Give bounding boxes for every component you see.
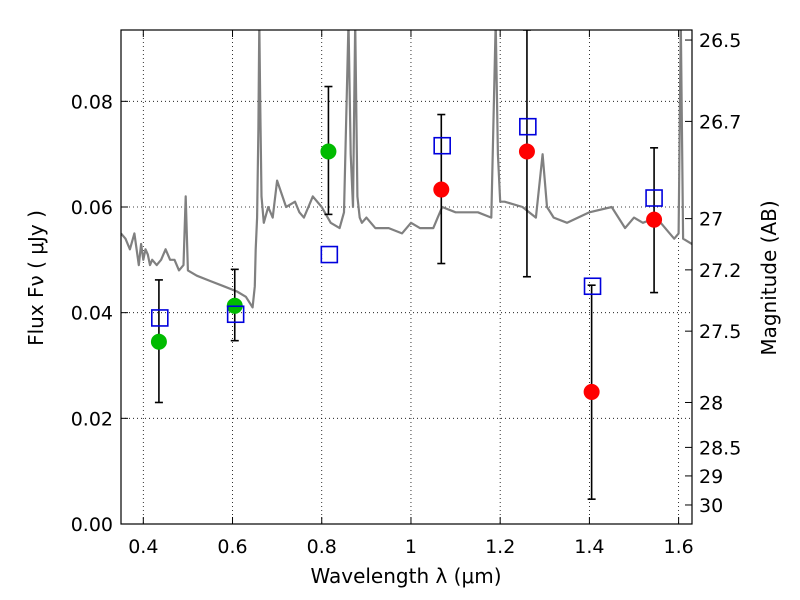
- tick-layer: 0.4 0.6 0.8 1 1.2 1.4 1.6 0.00 0.02 0.04 0.06 0.08 2…: [71, 30, 741, 558]
- y-tick-label: 0.00: [71, 514, 113, 536]
- data-point: [150, 333, 167, 350]
- right-tick-label: 26.5: [699, 30, 741, 52]
- model-point: [320, 245, 339, 264]
- x-tick-label: 0.8: [307, 536, 337, 558]
- x-tick-label: 1.2: [485, 536, 515, 558]
- data-point: [433, 181, 450, 198]
- y-axis-title: Flux Fν ( μJy ): [24, 210, 48, 346]
- model-point: [645, 189, 663, 207]
- data-point: [320, 143, 337, 160]
- points-layer: [150, 143, 663, 400]
- x-tick-label: 0.6: [217, 536, 247, 558]
- x-tick-label: 1.4: [574, 536, 604, 558]
- right-tick-label: 27.5: [699, 321, 741, 343]
- x-tick-label: 0.4: [128, 536, 158, 558]
- right-tick-label: 26.7: [699, 111, 741, 133]
- errorbar-layer: [154, 30, 659, 500]
- data-point: [518, 143, 535, 160]
- spectrum-layer: [121, 30, 692, 309]
- y-tick-label: 0.02: [71, 408, 113, 430]
- x-tick-label: 1: [405, 536, 417, 558]
- x-tick-label: 1.6: [664, 536, 694, 558]
- right-tick-label: 29: [699, 466, 723, 488]
- model-point: [226, 305, 245, 324]
- y-tick-label: 0.06: [71, 197, 113, 219]
- grid: [121, 30, 692, 525]
- data-point: [583, 383, 600, 400]
- model-photometry-layer: [151, 117, 663, 327]
- model-point: [151, 309, 169, 327]
- model-point: [433, 136, 451, 155]
- y-tick-label: 0.08: [71, 91, 113, 113]
- x-axis-title: Wavelength λ (μm): [310, 564, 501, 588]
- y-tick-label: 0.04: [71, 303, 113, 325]
- right-tick-label: 28: [699, 392, 723, 414]
- model-point: [519, 117, 537, 136]
- plot-frame: [120, 29, 693, 525]
- data-point: [646, 211, 663, 228]
- right-axis-title: Magnitude (AB): [757, 200, 781, 355]
- right-tick-label: 27.2: [699, 260, 741, 282]
- right-tick-label: 28.5: [699, 437, 741, 459]
- right-tick-label: 27: [699, 209, 723, 231]
- right-tick-label: 30: [699, 495, 723, 517]
- spectrum-line: [121, 30, 692, 309]
- model-point: [583, 277, 602, 296]
